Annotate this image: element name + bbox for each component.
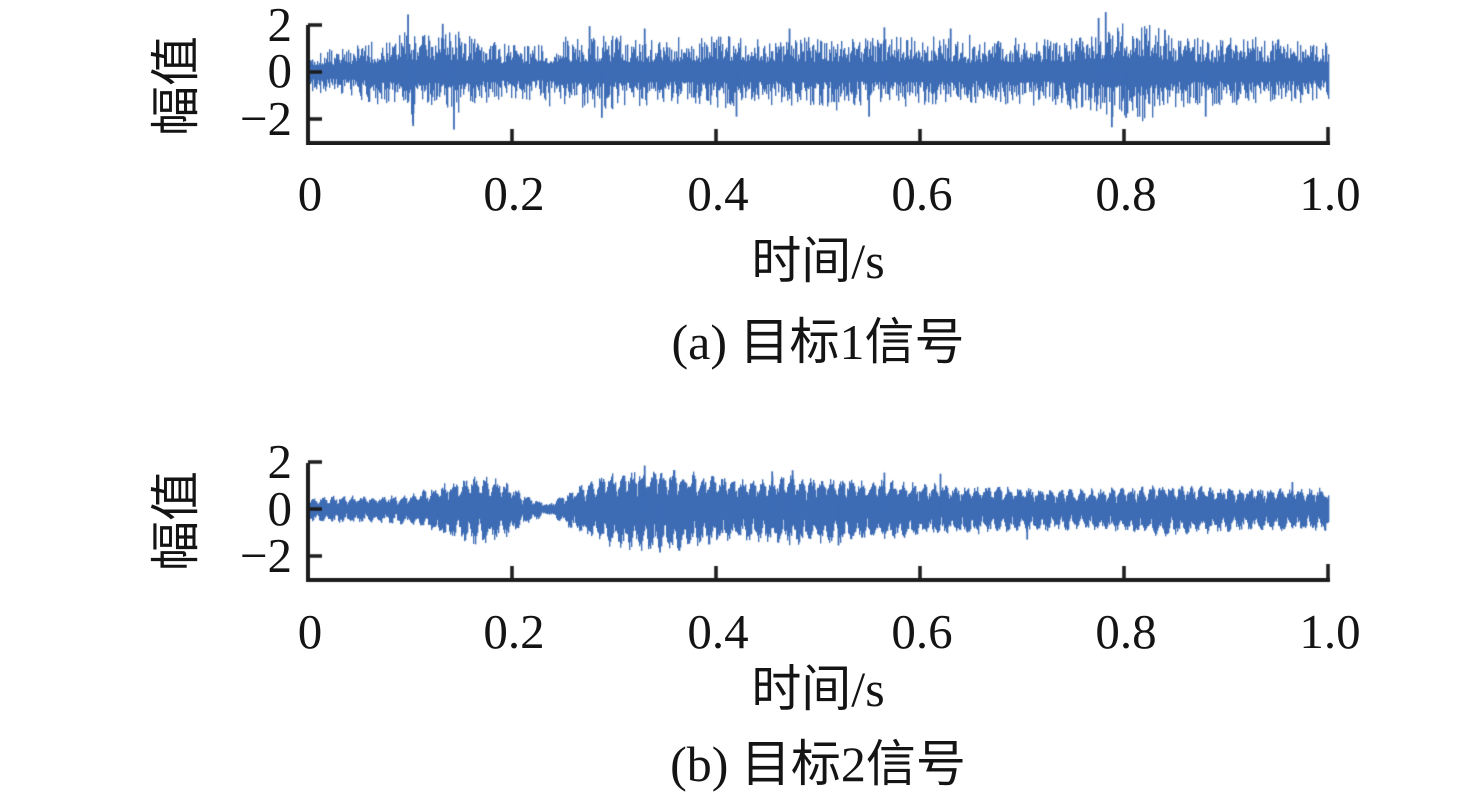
x-tick-label-b-08: 0.8 (1095, 604, 1157, 659)
x-tick-label-a-06: 0.6 (891, 166, 953, 221)
y-tick-label-a-m2: −2 (239, 91, 292, 146)
x-tick-label-a-04: 0.4 (687, 166, 749, 221)
y-tick-label-b-0: 0 (267, 481, 293, 536)
x-tick-label-a-08: 0.8 (1095, 166, 1157, 221)
y-tick-label-b-2: 2 (267, 434, 293, 489)
x-tick-label-b-02: 0.2 (483, 604, 545, 659)
x-tick-label-b-04: 0.4 (687, 604, 749, 659)
x-axis-label-b: 时间/s (751, 661, 885, 717)
waveform-plot-target2 (300, 445, 1336, 585)
x-axis-label-a: 时间/s (751, 233, 885, 289)
waveform-plot-target1 (300, 5, 1336, 145)
x-tick-label-b-10: 1.0 (1299, 604, 1361, 659)
x-tick-label-b-06: 0.6 (891, 604, 953, 659)
caption-a: (a) 目标1信号 (671, 314, 965, 370)
x-tick-label-a-0: 0 (297, 166, 323, 221)
y-tick-label-a-0: 0 (267, 43, 293, 98)
y-tick-label-b-m2: −2 (239, 528, 292, 583)
caption-b: (b) 目标2信号 (670, 736, 966, 792)
x-tick-label-a-02: 0.2 (483, 166, 545, 221)
y-tick-label-a-2: 2 (267, 0, 293, 52)
x-tick-label-a-10: 1.0 (1299, 166, 1361, 221)
x-tick-label-b-0: 0 (297, 604, 323, 659)
